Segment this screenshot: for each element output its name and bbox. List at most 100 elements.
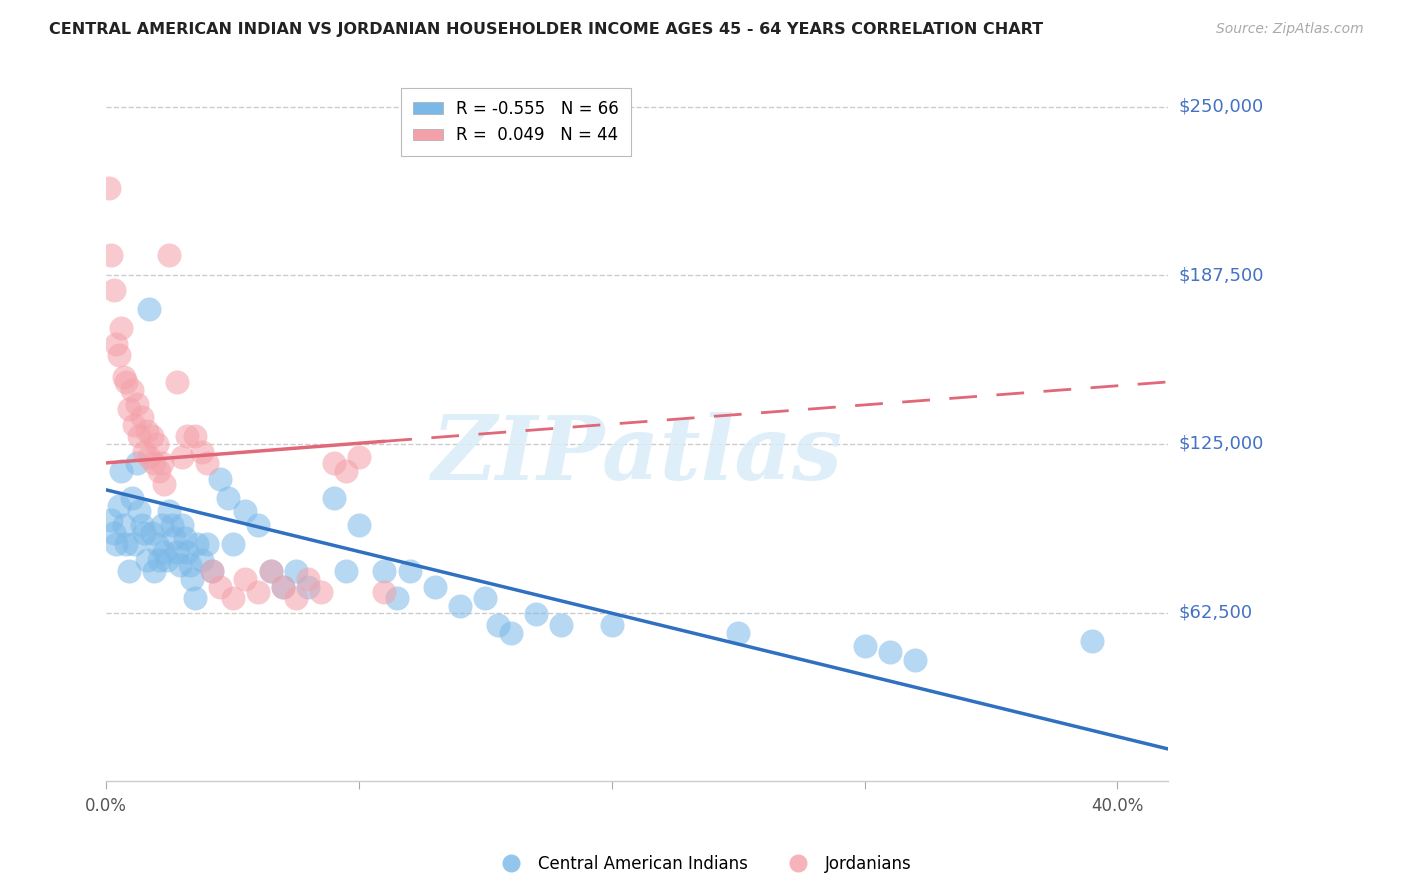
Point <box>904 653 927 667</box>
Point <box>121 491 143 505</box>
Point <box>166 375 188 389</box>
Point <box>163 532 186 546</box>
Point <box>474 591 496 605</box>
Point <box>398 564 420 578</box>
Point <box>347 450 370 465</box>
Point <box>183 429 205 443</box>
Point <box>423 580 446 594</box>
Point <box>186 537 208 551</box>
Point <box>146 537 169 551</box>
Point <box>150 518 173 533</box>
Point <box>141 429 163 443</box>
Point <box>195 456 218 470</box>
Point <box>297 580 319 594</box>
Point <box>524 607 547 621</box>
Point <box>550 617 572 632</box>
Point <box>169 558 191 573</box>
Point <box>112 518 135 533</box>
Point <box>143 456 166 470</box>
Point <box>373 585 395 599</box>
Point <box>138 302 160 317</box>
Point <box>853 640 876 654</box>
Point <box>181 572 204 586</box>
Point <box>499 626 522 640</box>
Point <box>108 499 131 513</box>
Point <box>159 248 181 262</box>
Point <box>335 564 357 578</box>
Point <box>208 472 231 486</box>
Point <box>122 418 145 433</box>
Point <box>134 445 156 459</box>
Point <box>100 512 122 526</box>
Point <box>118 401 141 416</box>
Point <box>173 532 195 546</box>
Point <box>335 464 357 478</box>
Point <box>170 518 193 533</box>
Point <box>112 369 135 384</box>
Point <box>122 537 145 551</box>
Point <box>600 617 623 632</box>
Legend: R = -0.555   N = 66, R =  0.049   N = 44: R = -0.555 N = 66, R = 0.049 N = 44 <box>401 88 631 156</box>
Point <box>110 321 132 335</box>
Legend: Central American Indians, Jordanians: Central American Indians, Jordanians <box>488 848 918 880</box>
Point <box>1081 634 1104 648</box>
Text: $250,000: $250,000 <box>1180 98 1264 116</box>
Point <box>727 626 749 640</box>
Point <box>118 564 141 578</box>
Text: $125,000: $125,000 <box>1180 435 1264 453</box>
Point <box>148 464 170 478</box>
Text: CENTRAL AMERICAN INDIAN VS JORDANIAN HOUSEHOLDER INCOME AGES 45 - 64 YEARS CORRE: CENTRAL AMERICAN INDIAN VS JORDANIAN HOU… <box>49 22 1043 37</box>
Point <box>201 564 224 578</box>
Point <box>131 410 153 425</box>
Text: $62,500: $62,500 <box>1180 604 1253 622</box>
Point <box>284 591 307 605</box>
Point <box>271 580 294 594</box>
Point <box>134 526 156 541</box>
Point <box>153 477 176 491</box>
Point <box>217 491 239 505</box>
Point <box>201 564 224 578</box>
Point <box>125 456 148 470</box>
Point <box>166 545 188 559</box>
Point <box>259 564 281 578</box>
Point <box>322 456 344 470</box>
Point <box>160 518 183 533</box>
Point <box>115 537 138 551</box>
Point <box>309 585 332 599</box>
Point <box>322 491 344 505</box>
Point <box>191 553 214 567</box>
Point <box>176 429 198 443</box>
Point <box>156 553 179 567</box>
Point <box>879 645 901 659</box>
Point <box>347 518 370 533</box>
Point <box>135 553 157 567</box>
Point <box>138 450 160 465</box>
Point <box>176 545 198 559</box>
Point <box>297 572 319 586</box>
Point <box>259 564 281 578</box>
Point <box>115 375 138 389</box>
Point <box>100 248 122 262</box>
Point <box>284 564 307 578</box>
Point <box>271 580 294 594</box>
Point <box>373 564 395 578</box>
Point <box>125 396 148 410</box>
Text: ZIPatlas: ZIPatlas <box>432 412 842 499</box>
Text: $187,500: $187,500 <box>1180 267 1264 285</box>
Point <box>135 424 157 438</box>
Point <box>108 348 131 362</box>
Point <box>148 553 170 567</box>
Point <box>153 545 176 559</box>
Text: Source: ZipAtlas.com: Source: ZipAtlas.com <box>1216 22 1364 37</box>
Point <box>143 564 166 578</box>
Point <box>195 537 218 551</box>
Point <box>97 180 120 194</box>
Point <box>131 518 153 533</box>
Point <box>221 591 243 605</box>
Point <box>179 558 201 573</box>
Point <box>121 383 143 397</box>
Point <box>385 591 408 605</box>
Point <box>128 429 150 443</box>
Point <box>183 591 205 605</box>
Point <box>221 537 243 551</box>
